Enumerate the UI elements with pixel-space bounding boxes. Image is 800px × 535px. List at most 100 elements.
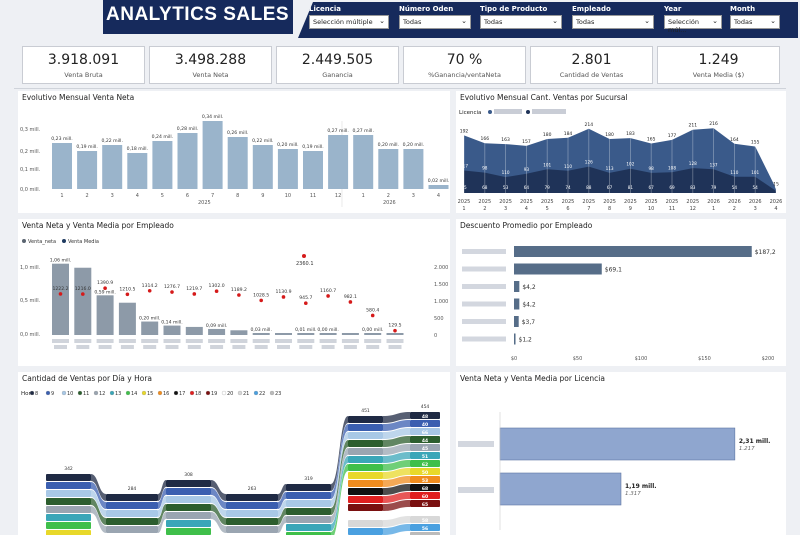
ribbon-flow — [211, 488, 226, 509]
x-tick-label: 3 — [412, 193, 415, 199]
y-tick-label: 0,5 mill. — [20, 298, 41, 304]
point-label: 1390.9 — [97, 280, 113, 286]
bar — [77, 151, 98, 189]
ribbon-segment — [106, 518, 158, 525]
bar — [202, 121, 223, 189]
y2-tick-label: 1.500 — [434, 282, 448, 288]
bar-sublabel: 1.317 — [625, 491, 641, 497]
ribbon-flow — [91, 474, 106, 501]
panel-title: Descuento Promedio por Empleado — [460, 221, 593, 230]
ribbon-segment — [166, 528, 211, 535]
ribbon-segment — [348, 416, 383, 423]
legend-swatch — [62, 239, 66, 243]
ribbon-segment — [286, 500, 331, 507]
filter-month[interactable]: Month Todas ⌄ — [730, 5, 780, 29]
total-label: 192 — [460, 128, 469, 134]
legend-swatch — [125, 390, 131, 396]
kpi-ganancia-pct: 70 % %Ganancia/ventaNeta — [403, 46, 526, 84]
kpi-cantidad-ventas: 2.801 Cantidad de Ventas — [530, 46, 653, 84]
y-tick-label: 0,3 mill. — [20, 127, 41, 133]
bar-label: 0,09 mill. — [206, 323, 227, 329]
filter-select[interactable]: Selección múltiple ⌄ — [309, 15, 389, 29]
filter-select[interactable]: Todas ⌄ — [399, 15, 471, 29]
day-total-label: 308 — [184, 472, 193, 478]
series-1-label: 110 — [730, 170, 738, 175]
segment-label: 40 — [422, 422, 428, 428]
legend-label: 22 — [259, 391, 265, 397]
ribbon-segment — [46, 530, 91, 535]
bar-label: 0,02 mill. — [428, 178, 449, 184]
x-tick-label: 2025 — [478, 199, 491, 205]
panel-title: Venta Neta y Venta Media por Empleado — [22, 221, 174, 230]
filter-year[interactable]: Year Selección múl... ⌄ — [664, 5, 722, 34]
legend-label: 23 — [275, 391, 281, 397]
bar — [514, 281, 520, 292]
x-tick-label: 9 — [629, 206, 632, 212]
filter-select[interactable]: Todas ⌄ — [572, 15, 654, 29]
bar — [127, 153, 148, 189]
ribbon-segment — [348, 464, 383, 471]
filter-select[interactable]: Todas ⌄ — [480, 15, 562, 29]
category-label-redacted — [462, 301, 506, 307]
day-total-label: 284 — [128, 486, 137, 492]
series-1-label: 8 — [775, 184, 778, 189]
kpi-label: Cantidad de Ventas — [559, 71, 624, 79]
bar — [141, 321, 159, 335]
series-1-label: 101 — [751, 170, 759, 175]
bar — [252, 145, 273, 189]
ribbon-flow — [278, 484, 286, 501]
x-label-redacted — [254, 345, 268, 349]
bar — [428, 185, 449, 189]
ribbon-segment — [46, 474, 91, 481]
ribbon-segment — [410, 452, 440, 459]
category-label-redacted — [462, 284, 506, 289]
filter-select[interactable]: Todas ⌄ — [730, 15, 780, 29]
ribbon-flow — [331, 416, 348, 491]
series-2-label: 54 — [732, 185, 738, 190]
series-2-label: 81 — [628, 185, 634, 190]
category-label-redacted — [458, 487, 494, 493]
filter-empleado[interactable]: Empleado Todas ⌄ — [572, 5, 654, 29]
panel-discount: Descuento Promedio por Empleado $187,2 $6… — [456, 219, 786, 366]
legend-swatch — [526, 110, 530, 114]
x-label-redacted — [297, 339, 315, 343]
monthly-sales-chart: 0,3 mill. 0,2 mill. 0,1 mill. 0,0 mill. … — [20, 114, 449, 207]
ribbon-segment — [410, 460, 440, 467]
series-1-label: 128 — [689, 161, 697, 166]
x-tick-label: 4 — [774, 206, 777, 212]
filter-licencia[interactable]: Licencia Selección múltiple ⌄ — [309, 5, 389, 29]
segment-label: 60 — [422, 494, 428, 500]
bar — [319, 333, 337, 335]
legend-swatch — [189, 390, 195, 396]
filter-select[interactable]: Selección múl... ⌄ — [664, 15, 722, 34]
x-tick-label: 2025 — [541, 199, 554, 205]
ribbon-segment — [410, 524, 440, 531]
ribbon-flow — [211, 504, 226, 525]
ribbon-segment — [226, 494, 278, 501]
series-1-label: 108 — [668, 165, 676, 170]
x-label-redacted — [388, 345, 402, 349]
legend-label: 13 — [115, 391, 121, 397]
filter-tipo-producto[interactable]: Tipo de Producto Todas ⌄ — [480, 5, 562, 29]
panel-title: Venta Neta y Venta Media por Licencia — [460, 374, 605, 383]
x-tick-label: $200 — [762, 356, 775, 362]
segment-label: 62 — [422, 462, 428, 468]
series-1-label: 98 — [649, 166, 655, 171]
point — [237, 293, 241, 297]
ribbon-flow — [278, 516, 286, 533]
panel-title: Evolutivo Mensual Venta Neta — [22, 93, 135, 102]
kpi-value: 2.449.505 — [301, 52, 374, 68]
legend-label: 17 — [179, 391, 185, 397]
filter-numero-orden[interactable]: Número Oden Todas ⌄ — [399, 5, 471, 29]
bar — [386, 333, 404, 335]
series-1-label: 126 — [585, 160, 593, 165]
legend-swatch — [157, 390, 163, 396]
bar — [118, 302, 136, 335]
kpi-value: 2.801 — [571, 52, 612, 68]
ribbon-flow — [383, 524, 410, 535]
segment-label: 44 — [422, 438, 428, 444]
ribbon-flow — [158, 496, 166, 517]
ribbon-segment — [46, 482, 91, 489]
legend-label: 11 — [83, 391, 89, 397]
bar-label: 0,34 mill. — [202, 114, 223, 120]
